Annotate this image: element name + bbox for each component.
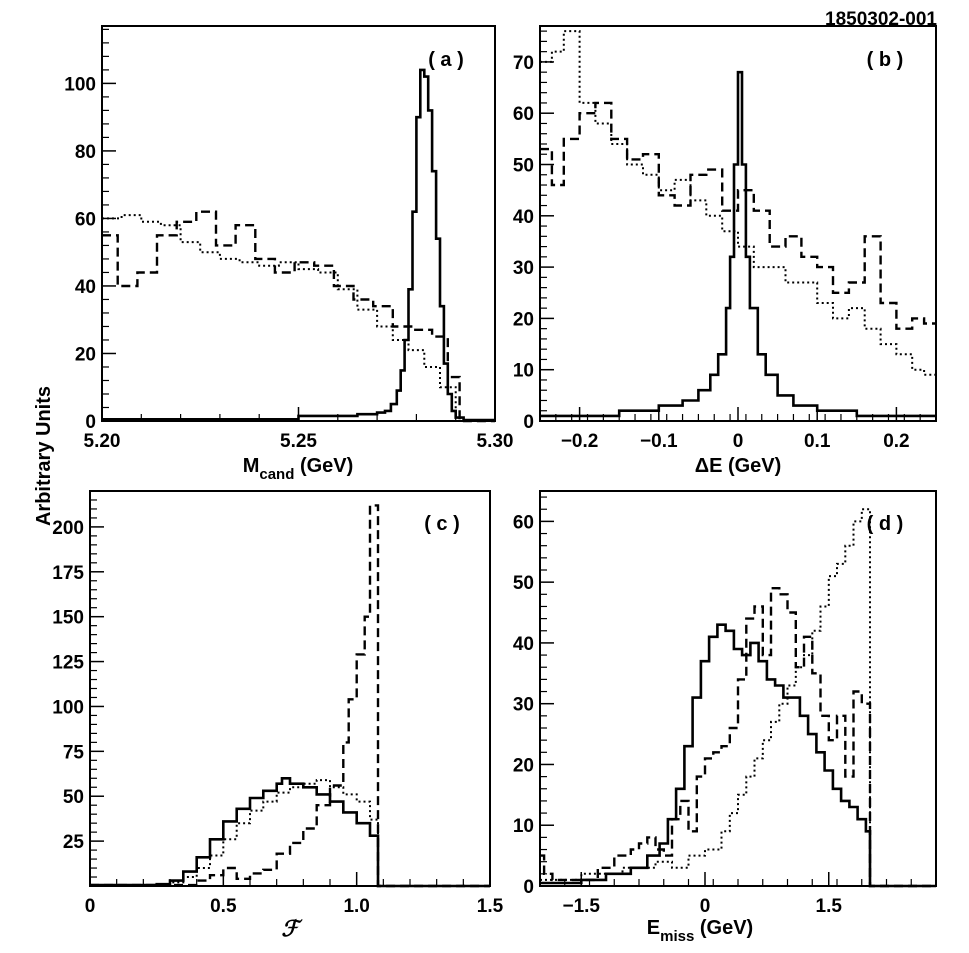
panel-c-y-tick-label: 150 — [52, 608, 84, 629]
panel-b-solid-histogram — [540, 70, 936, 418]
panel-a-y-tick-label: 40 — [75, 277, 96, 298]
panel-b-y-tick-label: 0 — [523, 412, 534, 433]
panel-d-y-tick-label: 40 — [513, 634, 534, 655]
panel-b: −0.2 −0.1 0 0.1 0.2 0 10 20 30 40 50 60 70 ( b ) ΔE … — [513, 25, 937, 477]
panel-c-ticks: 0 0.5 1.0 1.5 25 50 75 100 125 150 175 200 — [52, 499, 504, 917]
panel-d-y-tick-label: 0 — [523, 877, 534, 898]
panel-b-x-tick-label: −0.1 — [640, 431, 678, 452]
panel-a-y-tick-label: 80 — [75, 142, 96, 163]
panel-a-tag: ( a ) — [428, 49, 464, 71]
panel-b-x-tick-label: −0.2 — [561, 431, 599, 452]
panel-a-x-label-main: M — [243, 455, 260, 477]
panel-a-y-tick-label: 60 — [75, 209, 96, 230]
panel-a-solid-histogram — [102, 68, 495, 422]
panel-d-dashed-histogram — [540, 587, 936, 888]
panel-d-y-tick-label: 50 — [513, 573, 534, 594]
panel-c-frame — [89, 490, 491, 887]
panel-d-x-tick-label: 0 — [700, 896, 711, 917]
panel-d-y-tick-label: 10 — [513, 816, 534, 837]
panel-a-x-label-unit: (GeV) — [294, 455, 353, 477]
panel-a-dotted-histogram — [102, 214, 495, 422]
panel-b-y-tick-label: 40 — [513, 207, 534, 228]
panel-a: 5.20 5.25 5.30 0 20 40 60 80 100 ( a ) Mcand (Ge… — [64, 25, 514, 483]
panel-b-series — [540, 30, 936, 418]
panel-a-ticks: 5.20 5.25 5.30 0 20 40 60 80 100 — [64, 28, 514, 452]
y-axis-label: Arbitrary Units — [33, 386, 55, 526]
panel-b-y-tick-label: 60 — [513, 104, 534, 125]
panel-a-series — [102, 68, 495, 423]
panel-a-dashed-histogram — [102, 210, 495, 423]
panel-c-x-tick-label: 1.0 — [343, 896, 369, 917]
panel-d-x-tick-label: −1.5 — [562, 896, 600, 917]
panel-c-y-tick-label: 200 — [52, 518, 84, 539]
panel-c-solid-histogram — [90, 777, 490, 888]
panel-d-y-tick-label: 30 — [513, 695, 534, 716]
panel-b-x-tick-label: 0.1 — [804, 431, 831, 452]
panel-c-y-tick-label: 25 — [63, 832, 85, 853]
panel-a-y-tick-label: 0 — [85, 412, 96, 433]
panel-c-y-tick-label: 50 — [63, 787, 84, 808]
panel-b-dotted-histogram — [540, 30, 936, 376]
panel-b-y-tick-label: 70 — [513, 53, 534, 74]
panel-c: 0 0.5 1.0 1.5 25 50 75 100 125 150 175 200 ( c ) ℱ — [52, 490, 504, 942]
panel-a-x-label: Mcand (GeV) — [243, 455, 354, 483]
panel-d-tag: ( d ) — [867, 513, 904, 535]
panel-b-dashed-histogram — [540, 101, 936, 330]
panel-d-x-label-unit: (GeV) — [694, 917, 753, 939]
panel-b-ticks: −0.2 −0.1 0 0.1 0.2 0 10 20 30 40 50 60 70 — [513, 30, 921, 452]
panel-c-dashed-histogram — [90, 504, 490, 888]
panel-b-x-tick-label: 0.2 — [883, 431, 909, 452]
panel-c-x-tick-label: 1.5 — [477, 896, 504, 917]
panel-c-x-tick-label: 0.5 — [210, 896, 237, 917]
panel-a-y-tick-label: 20 — [75, 344, 96, 365]
panel-a-x-label-sub: cand — [259, 466, 294, 483]
panel-b-y-tick-label: 30 — [513, 258, 534, 279]
panel-d-x-label-main: E — [647, 917, 660, 939]
figure-id: 1850302-001 — [825, 9, 937, 30]
panel-c-x-tick-label: 0 — [85, 896, 96, 917]
panel-b-x-tick-label: 0 — [733, 431, 744, 452]
panel-c-tag: ( c ) — [424, 513, 460, 535]
panel-d-series — [540, 508, 936, 888]
panel-d-dotted-histogram — [540, 508, 936, 887]
panel-c-y-tick-label: 100 — [52, 697, 84, 718]
panel-b-y-tick-label: 20 — [513, 309, 534, 330]
panel-a-x-tick-label: 5.20 — [84, 431, 121, 452]
panel-a-x-tick-label: 5.30 — [477, 431, 514, 452]
panel-b-x-label: ΔE (GeV) — [695, 455, 782, 477]
panel-d-y-tick-label: 60 — [513, 512, 534, 533]
panel-b-y-tick-label: 10 — [513, 361, 534, 382]
panel-d: −1.5 0 1.5 0 10 20 30 40 50 60 ( d ) Emiss (GeV) — [513, 490, 937, 945]
panel-d-x-label-sub: miss — [660, 928, 694, 945]
panel-a-y-tick-label: 100 — [64, 74, 96, 95]
panel-d-x-label: Emiss (GeV) — [647, 917, 753, 945]
panel-c-dotted-histogram — [90, 779, 490, 887]
panel-b-tag: ( b ) — [867, 49, 904, 71]
panel-c-y-tick-label: 125 — [52, 653, 84, 674]
panel-c-y-tick-label: 75 — [63, 742, 85, 763]
panel-d-x-tick-label: 1.5 — [816, 896, 843, 917]
panel-d-solid-histogram — [540, 623, 936, 888]
panel-d-y-tick-label: 20 — [513, 755, 534, 776]
panel-c-x-label: ℱ — [281, 916, 303, 942]
panel-c-series — [90, 504, 490, 888]
panel-d-ticks: −1.5 0 1.5 0 10 20 30 40 50 60 — [513, 496, 912, 917]
panel-c-y-tick-label: 175 — [52, 563, 84, 584]
panel-b-y-tick-label: 50 — [513, 156, 534, 177]
panel-a-x-tick-label: 5.25 — [280, 431, 317, 452]
